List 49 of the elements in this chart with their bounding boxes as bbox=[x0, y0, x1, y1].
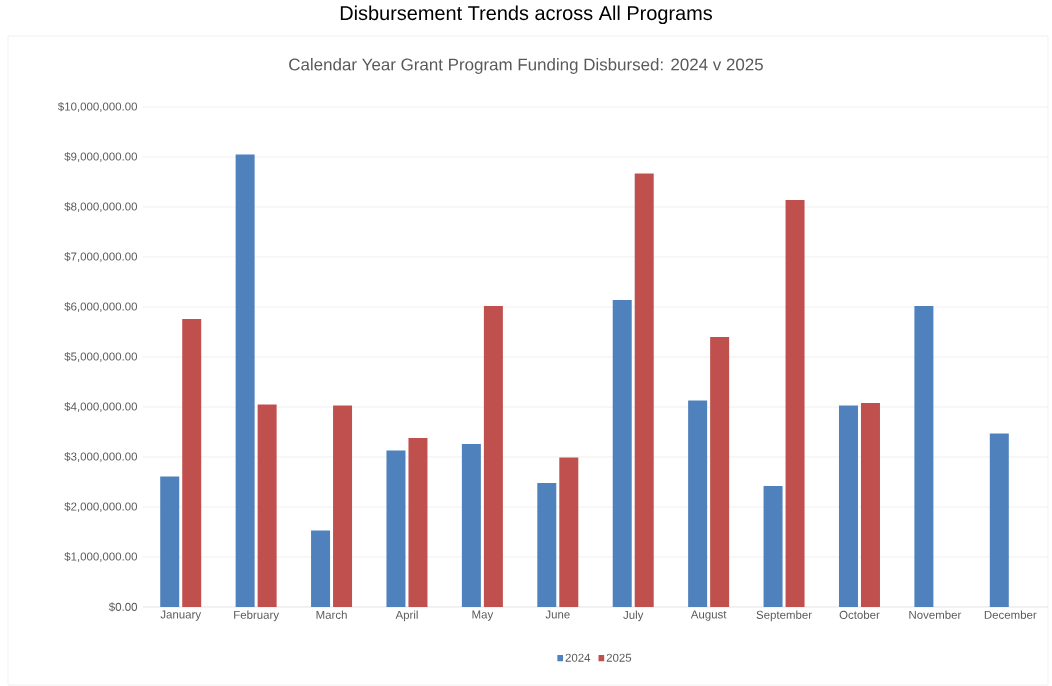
bar bbox=[311, 530, 331, 607]
bar bbox=[483, 305, 503, 607]
x-tick-label: December bbox=[984, 610, 1037, 619]
y-tick-label: $2,000,000.00 bbox=[64, 502, 138, 512]
bar bbox=[710, 336, 730, 607]
bar bbox=[182, 318, 202, 607]
chart-title: Disbursement Trends across All Programs bbox=[340, 5, 712, 25]
x-tick-label: September bbox=[756, 610, 812, 622]
bar bbox=[537, 482, 557, 607]
x-tick-label: November bbox=[909, 610, 962, 619]
y-tick-label: $10,000,000.00 bbox=[57, 102, 138, 112]
x-tick-label: February bbox=[234, 610, 280, 622]
y-tick-label: $5,000,000.00 bbox=[64, 352, 138, 362]
bar bbox=[235, 154, 255, 607]
y-tick-label: $8,000,000.00 bbox=[64, 202, 138, 212]
bar bbox=[257, 404, 277, 607]
y-tick-label: $4,000,000.00 bbox=[64, 402, 138, 412]
x-tick-label: April bbox=[395, 610, 418, 622]
bar bbox=[914, 305, 934, 607]
bar bbox=[386, 450, 406, 607]
bar bbox=[160, 476, 180, 607]
y-tick-label: $7,000,000.00 bbox=[64, 252, 138, 262]
bar bbox=[559, 457, 579, 607]
x-tick-label: July bbox=[623, 610, 644, 622]
bar bbox=[785, 199, 805, 607]
bar bbox=[763, 485, 783, 607]
x-tick-label: January bbox=[160, 610, 202, 621]
bar bbox=[333, 405, 353, 607]
y-tick-label: $6,000,000.00 bbox=[64, 302, 138, 312]
bar bbox=[688, 400, 708, 607]
x-tick-label: October bbox=[839, 610, 880, 619]
bar bbox=[860, 402, 880, 607]
x-tick-label: March bbox=[316, 610, 347, 619]
bar bbox=[612, 299, 632, 607]
bar bbox=[838, 405, 858, 607]
bar bbox=[461, 443, 481, 607]
y-tick-label: $1,000,000.00 bbox=[64, 552, 138, 562]
legend-label: 2024 bbox=[565, 653, 591, 662]
y-tick-label: $3,000,000.00 bbox=[64, 452, 138, 462]
chart-subtitle: Calendar Year Grant Program Funding Disbursed: 2024 v 2025 bbox=[289, 58, 763, 74]
legend-label: 2025 bbox=[606, 653, 632, 662]
bar bbox=[989, 433, 1009, 607]
x-tick-label: August bbox=[690, 610, 727, 621]
y-tick-label: $9,000,000.00 bbox=[64, 152, 138, 162]
x-tick-label: May bbox=[472, 610, 494, 621]
x-tick-label: June bbox=[545, 610, 570, 619]
bar bbox=[634, 173, 654, 607]
y-tick-label: $0.00 bbox=[108, 602, 138, 612]
bar bbox=[408, 437, 428, 607]
